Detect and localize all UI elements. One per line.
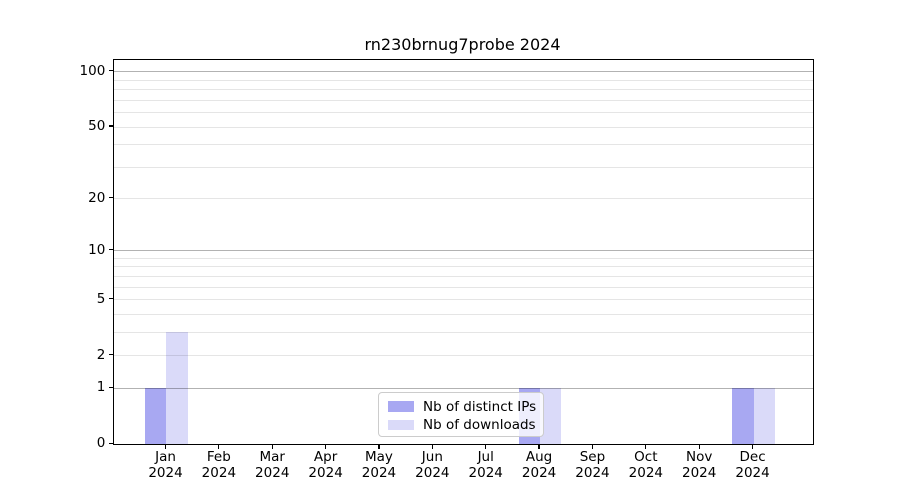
y-gridline-minor	[114, 299, 813, 301]
legend-item-downloads: Nb of downloads	[379, 416, 543, 435]
x-tick-mark	[218, 444, 220, 449]
y-gridline-minor	[114, 313, 813, 315]
y-tick-mark	[109, 298, 114, 300]
legend-label-downloads: Nb of downloads	[423, 417, 536, 434]
bar-downloads-dec	[753, 388, 775, 445]
y-gridline-minor	[114, 276, 813, 277]
x-tick-label: Nov 2024	[671, 450, 727, 481]
x-tick-mark	[698, 444, 700, 449]
x-tick-year: 2024	[361, 464, 397, 481]
y-tick-label: 0	[96, 435, 106, 452]
y-gridline-minor	[114, 266, 813, 268]
y-gridline-minor	[114, 257, 813, 259]
y-gridline-minor	[114, 99, 813, 101]
y-gridline-minor	[114, 126, 813, 128]
legend: Nb of distinct IPs Nb of downloads	[378, 392, 544, 437]
x-tick-label: Aug 2024	[511, 450, 567, 481]
bar-distinct-ips-dec	[732, 388, 754, 445]
y-tick-label: 2	[96, 346, 106, 363]
y-tick-label: 20	[88, 189, 106, 206]
plot-area	[113, 59, 814, 446]
x-tick-mark	[645, 444, 647, 449]
legend-swatch-downloads	[388, 419, 414, 431]
y-gridline-minor	[114, 144, 813, 146]
x-tick-label: Jul 2024	[458, 450, 514, 481]
legend-swatch-distinct-ips	[388, 401, 414, 412]
y-tick-label: 50	[88, 118, 106, 135]
y-gridline-minor	[114, 286, 813, 288]
x-tick-year: 2024	[521, 464, 557, 481]
y-tick-mark	[109, 125, 114, 127]
x-tick-mark	[485, 444, 487, 449]
y-tick-mark	[109, 386, 114, 388]
x-tick-year: 2024	[201, 464, 237, 481]
y-gridline-minor	[114, 89, 813, 91]
x-tick-label: May 2024	[351, 450, 407, 481]
x-tick-year: 2024	[682, 464, 717, 481]
legend-item-distinct-ips: Nb of distinct IPs	[379, 397, 543, 416]
y-gridline-minor	[114, 79, 813, 81]
y-tick-label: 10	[88, 241, 106, 258]
x-tick-year: 2024	[415, 464, 450, 481]
x-tick-year: 2024	[148, 464, 183, 481]
x-tick-label: Jun 2024	[404, 450, 460, 481]
y-tick-mark	[109, 70, 114, 72]
bar-downloads-aug	[540, 388, 562, 445]
x-tick-label: Oct 2024	[618, 450, 674, 481]
y-tick-mark	[109, 442, 114, 444]
x-tick-year: 2024	[255, 464, 290, 481]
bar-downloads-jan	[166, 332, 188, 445]
x-tick-year: 2024	[735, 464, 770, 481]
x-tick-label: Dec 2024	[725, 450, 781, 481]
y-gridline-major	[114, 387, 813, 389]
x-tick-mark	[538, 444, 540, 449]
x-tick-label: Jan 2024	[138, 450, 194, 481]
x-tick-label: Feb 2024	[191, 450, 247, 481]
y-tick-mark	[109, 249, 114, 251]
y-tick-mark	[109, 197, 114, 199]
x-tick-year: 2024	[308, 464, 343, 481]
x-tick-label: Apr 2024	[298, 450, 354, 481]
y-gridline-major	[114, 250, 813, 252]
x-tick-year: 2024	[628, 464, 663, 481]
legend-label-distinct-ips: Nb of distinct IPs	[423, 398, 537, 415]
x-tick-mark	[751, 444, 754, 449]
y-gridline-major	[114, 71, 813, 73]
x-tick-mark	[164, 444, 167, 449]
y-tick-mark	[109, 354, 114, 356]
y-gridline-minor	[114, 331, 813, 333]
y-gridline-minor	[114, 355, 813, 357]
y-gridline-minor	[114, 198, 813, 200]
y-tick-label: 5	[96, 290, 106, 307]
x-tick-mark	[271, 444, 273, 449]
x-tick-mark	[591, 444, 594, 449]
y-tick-label: 100	[79, 62, 106, 79]
y-gridline-minor	[114, 166, 813, 168]
x-tick-label: Mar 2024	[244, 450, 300, 481]
x-tick-mark	[378, 444, 380, 449]
y-tick-label: 1	[96, 379, 106, 396]
bar-distinct-ips-jan	[145, 388, 167, 445]
x-tick-year: 2024	[468, 464, 503, 481]
x-tick-year: 2024	[575, 464, 610, 481]
chart-title: rn230brnug7probe 2024	[364, 35, 561, 54]
x-tick-label: Sep 2024	[564, 450, 620, 481]
x-tick-mark	[325, 444, 327, 449]
x-tick-mark	[431, 444, 433, 449]
y-gridline-minor	[114, 112, 813, 114]
